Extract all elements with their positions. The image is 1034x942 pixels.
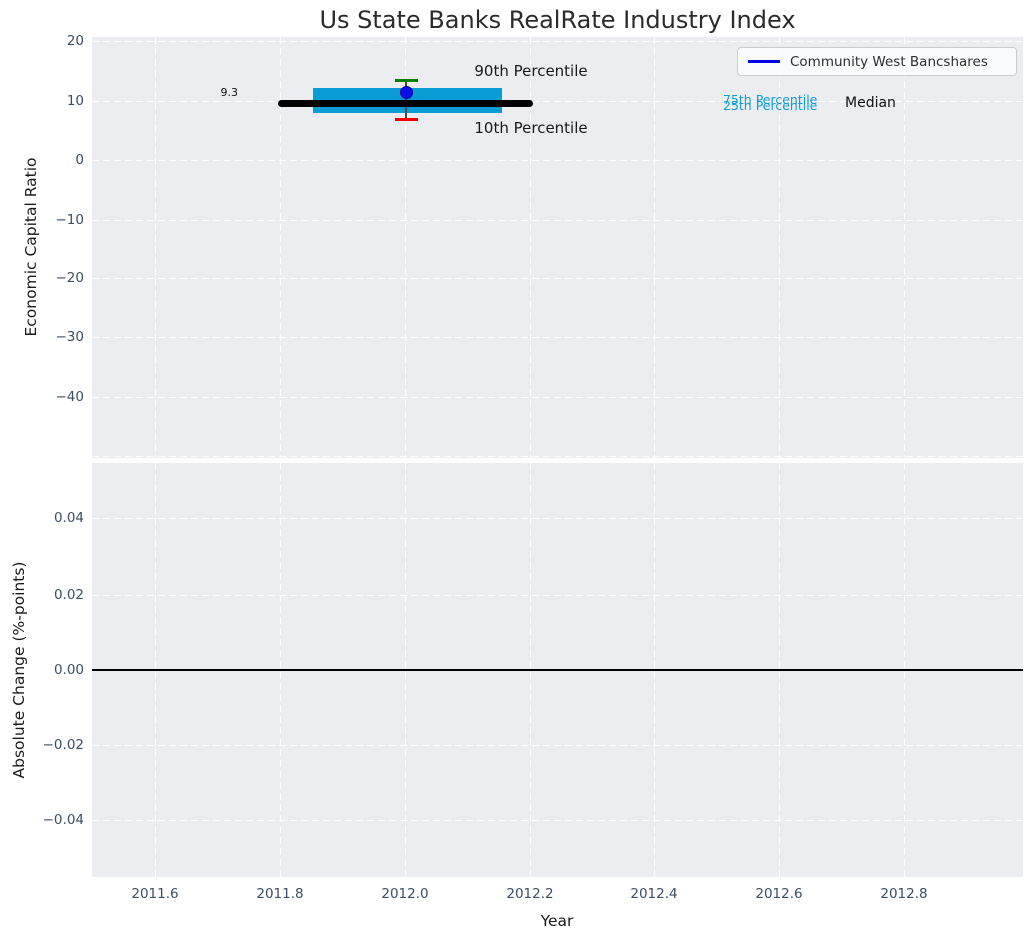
chart-title: Us State Banks RealRate Industry Index [319, 6, 796, 34]
bottom-y-tick-label: 0.00 [53, 662, 84, 678]
p10-annotation: 10th Percentile [474, 119, 588, 137]
gridline-horizontal [92, 101, 1023, 102]
gridline-vertical [530, 37, 531, 458]
gridline-horizontal [92, 160, 1023, 161]
company-data-point [400, 86, 413, 99]
x-tick-label: 2011.8 [256, 886, 304, 902]
top-y-tick-label: −20 [55, 270, 85, 286]
x-tick-label: 2012.0 [381, 886, 429, 902]
x-tick-label: 2012.2 [506, 886, 554, 902]
x-tick-label: 2012.8 [880, 886, 928, 902]
gridline-vertical [654, 37, 655, 458]
top-y-tick-label: 20 [66, 33, 84, 49]
gridline-horizontal [92, 41, 1023, 42]
top-y-tick-label: 0 [75, 152, 84, 168]
gridline-horizontal [92, 456, 1023, 457]
x-tick-label: 2012.6 [755, 886, 803, 902]
top-y-tick-label: 10 [66, 93, 84, 109]
median-annotation: Median [845, 95, 896, 111]
gridline-vertical [779, 37, 780, 458]
gridline-horizontal [92, 337, 1023, 338]
p90-whisker-cap [395, 79, 418, 82]
p10-whisker-cap [395, 118, 418, 121]
zero-reference-line [92, 669, 1023, 671]
top-y-tick-label: −30 [55, 329, 85, 345]
gridline-vertical [155, 37, 156, 458]
gridline-horizontal [92, 820, 1023, 821]
top-plot-area [92, 37, 1023, 458]
gridline-horizontal [92, 745, 1023, 746]
bottom-y-tick-label: −0.04 [42, 812, 84, 828]
bottom-y-tick-label: −0.02 [42, 737, 84, 753]
gridline-horizontal [92, 397, 1023, 398]
gridline-horizontal [92, 278, 1023, 279]
gridline-vertical [405, 37, 406, 458]
top-y-axis-label: Economic Capital Ratio [22, 157, 40, 337]
p90-annotation: 90th Percentile [474, 62, 588, 80]
gridline-horizontal [92, 220, 1023, 221]
p75-annotation: 75th Percentile [723, 92, 818, 107]
median-value-annotation: 9.3 [220, 86, 239, 99]
industry-median-line [278, 100, 533, 107]
top-y-tick-label: −40 [55, 389, 85, 405]
x-tick-label: 2011.6 [131, 886, 179, 902]
bottom-y-tick-label: 0.02 [53, 587, 84, 603]
x-tick-label: 2012.4 [630, 886, 678, 902]
gridline-vertical [280, 37, 281, 458]
legend-label: Community West Bancshares [790, 53, 988, 70]
top-y-tick-label: −10 [55, 212, 85, 228]
legend: Community West Bancshares [737, 47, 1017, 76]
gridline-horizontal [92, 518, 1023, 519]
gridline-vertical [904, 37, 905, 458]
gridline-horizontal [92, 595, 1023, 596]
p25-annotation: 25th Percentile [723, 97, 818, 113]
x-axis-label: Year [540, 912, 574, 930]
bottom-y-tick-label: 0.04 [53, 510, 84, 526]
legend-line-icon [748, 60, 780, 63]
